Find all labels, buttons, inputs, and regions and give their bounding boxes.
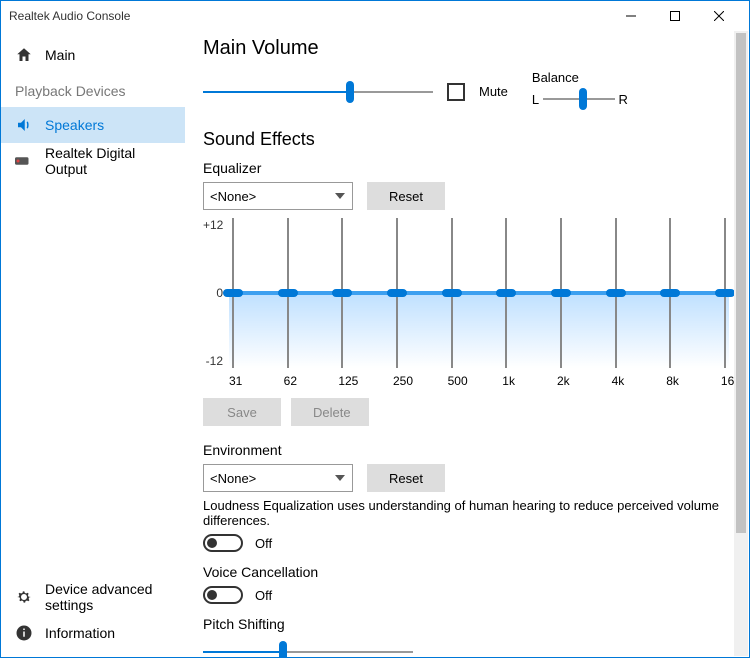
main-volume-heading: Main Volume	[203, 37, 729, 60]
home-icon	[15, 46, 33, 64]
equalizer-bands	[229, 218, 729, 368]
eq-band-4k[interactable]	[612, 218, 620, 368]
eq-band-125[interactable]	[338, 218, 346, 368]
loudness-state: Off	[255, 536, 272, 551]
equalizer-preset-select[interactable]: <None>	[203, 182, 353, 210]
close-button[interactable]	[697, 1, 741, 31]
pitch-shift-label: Pitch Shifting	[203, 616, 729, 632]
eq-tick-label: 8k	[666, 374, 674, 388]
eq-band-16k[interactable]	[721, 218, 729, 368]
gear-icon	[15, 588, 33, 606]
sidebar-label: Realtek Digital Output	[45, 145, 171, 177]
eq-tick-label: 2k	[557, 374, 565, 388]
eq-band-500[interactable]	[448, 218, 456, 368]
equalizer-reset-button[interactable]: Reset	[367, 182, 445, 210]
eq-tick-label: 16k	[721, 374, 729, 388]
main-content: Main Volume Mute Balance L	[185, 31, 749, 657]
environment-select[interactable]: <None>	[203, 464, 353, 492]
sidebar-label: Information	[45, 625, 115, 641]
mute-checkbox[interactable]	[447, 83, 465, 101]
equalizer-save-button[interactable]: Save	[203, 398, 281, 426]
loudness-toggle[interactable]	[203, 534, 243, 552]
voice-cancel-toggle[interactable]	[203, 586, 243, 604]
eq-tick-label: 62	[284, 374, 292, 388]
eq-tick-label: 4k	[612, 374, 620, 388]
eq-scale-max: +12	[203, 218, 223, 232]
eq-band-62[interactable]	[284, 218, 292, 368]
scrollbar-thumb[interactable]	[736, 33, 746, 533]
voice-cancel-state: Off	[255, 588, 272, 603]
mute-label: Mute	[479, 84, 508, 99]
minimize-button[interactable]	[609, 1, 653, 31]
title-bar: Realtek Audio Console	[1, 1, 749, 31]
eq-tick-label: 125	[338, 374, 346, 388]
balance-label: Balance	[532, 70, 579, 85]
sound-effects-heading: Sound Effects	[203, 129, 729, 150]
scrollbar[interactable]	[734, 31, 748, 656]
sidebar-label: Device advanced settings	[45, 581, 171, 613]
eq-tick-label: 31	[229, 374, 237, 388]
eq-band-31[interactable]	[229, 218, 237, 368]
maximize-button[interactable]	[653, 1, 697, 31]
environment-label: Environment	[203, 442, 729, 458]
eq-band-2k[interactable]	[557, 218, 565, 368]
environment-reset-button[interactable]: Reset	[367, 464, 445, 492]
sidebar-label: Speakers	[45, 117, 104, 133]
sidebar-item-main[interactable]: Main	[1, 37, 185, 73]
sidebar-item-information[interactable]: Information	[1, 615, 185, 651]
eq-band-250[interactable]	[393, 218, 401, 368]
volume-slider[interactable]	[203, 78, 433, 106]
info-icon	[15, 624, 33, 642]
voice-cancel-label: Voice Cancellation	[203, 564, 729, 580]
balance-slider[interactable]	[543, 85, 614, 113]
eq-scale-min: -12	[203, 354, 223, 368]
pitch-shift-slider[interactable]	[203, 638, 413, 657]
eq-scale-mid: 0	[203, 286, 223, 300]
balance-left-label: L	[532, 92, 539, 107]
digital-output-icon	[15, 152, 33, 170]
eq-band-1k[interactable]	[502, 218, 510, 368]
eq-tick-label: 250	[393, 374, 401, 388]
sidebar-label: Main	[45, 47, 75, 63]
sidebar: Main Playback Devices Speakers Realtek D…	[1, 31, 185, 657]
equalizer-label: Equalizer	[203, 160, 729, 176]
equalizer-delete-button[interactable]: Delete	[291, 398, 369, 426]
sidebar-item-speakers[interactable]: Speakers	[1, 107, 185, 143]
balance-right-label: R	[619, 92, 628, 107]
loudness-description: Loudness Equalization uses understanding…	[203, 498, 729, 528]
sidebar-item-digital-output[interactable]: Realtek Digital Output	[1, 143, 185, 179]
eq-tick-label: 1k	[502, 374, 510, 388]
window-title: Realtek Audio Console	[9, 9, 609, 23]
sidebar-item-advanced[interactable]: Device advanced settings	[1, 579, 185, 615]
eq-band-8k[interactable]	[666, 218, 674, 368]
speaker-icon	[15, 116, 33, 134]
sidebar-section-header: Playback Devices	[1, 73, 185, 107]
eq-tick-label: 500	[448, 374, 456, 388]
